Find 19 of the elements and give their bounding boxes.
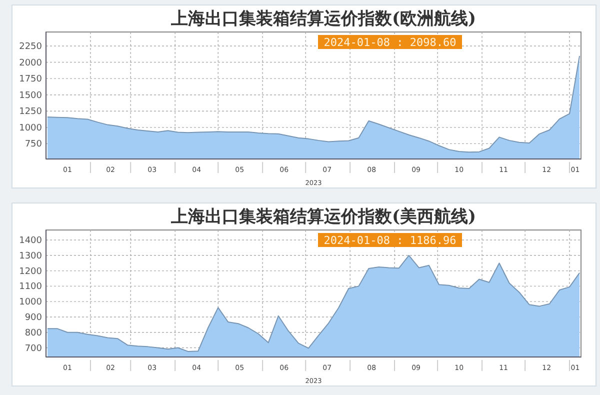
y-tick-label: 1400 [19,236,42,246]
y-tick-label: 1000 [19,123,42,134]
y-tick-label: 700 [24,344,42,354]
y-tick-label: 750 [24,140,42,150]
y-tick-label: 1200 [19,266,42,277]
y-tick-label: 2000 [19,58,42,68]
y-tick-label: 1750 [19,74,42,85]
annotation: 2024-01-08 : 1186.96 [324,234,456,247]
y-tick-label: 2250 [19,42,42,52]
y-tick-label: 1500 [19,90,42,101]
y-tick-label: 1100 [19,282,42,292]
y-tick-label: 800 [24,328,42,338]
y-tick-label: 1250 [19,107,42,118]
y-tick-label: 1000 [19,298,42,308]
annotation: 2024-01-08 : 2098.60 [324,36,456,49]
y-tick-label: 1300 [19,251,42,262]
y-tick-label: 900 [24,312,42,323]
chart-title: 上海出口集装箱结算运价指数(欧洲航线) [170,9,476,29]
chart-title: 上海出口集装箱结算运价指数(美西航线) [170,207,476,227]
